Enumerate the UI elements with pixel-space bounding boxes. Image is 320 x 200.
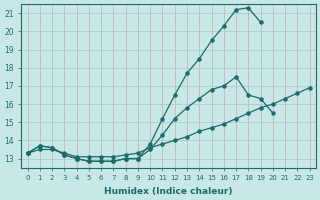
- X-axis label: Humidex (Indice chaleur): Humidex (Indice chaleur): [104, 187, 233, 196]
